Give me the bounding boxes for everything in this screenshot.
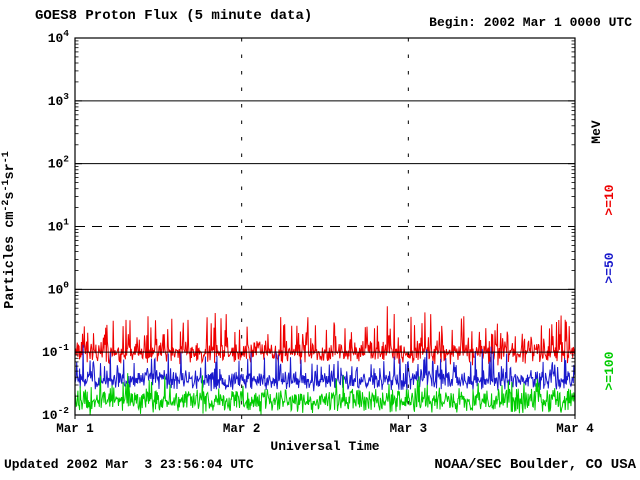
unit-label-mev: MeV — [589, 120, 604, 144]
begin-timestamp: Begin: 2002 Mar 1 0000 UTC — [429, 15, 632, 30]
series-line-2 — [74, 373, 576, 415]
legend-label-1: >=50 — [602, 252, 617, 283]
plot-border — [74, 37, 576, 416]
y-tick-label: 10-2 — [42, 405, 69, 423]
chart-title: GOES8 Proton Flux (5 minute data) — [35, 8, 312, 24]
y-tick-label: 103 — [48, 91, 70, 109]
x-axis-title: Universal Time — [270, 439, 379, 454]
x-tick-label: Mar 2 — [223, 422, 261, 436]
y-tick-label: 10-1 — [42, 342, 69, 360]
y-tick-label: 104 — [48, 28, 70, 46]
legend-label-0: >=10 — [602, 184, 617, 215]
grid-and-axes — [74, 37, 576, 419]
y-axis-title: Particles cm-2s-1sr-1 — [1, 151, 18, 309]
series-group — [74, 306, 576, 415]
source-credit: NOAA/SEC Boulder, CO USA — [434, 457, 636, 473]
updated-timestamp: Updated 2002 Mar 3 23:56:04 UTC — [4, 457, 254, 472]
series-line-0 — [74, 306, 576, 366]
legend-label-2: >=100 — [602, 351, 617, 390]
y-tick-label: 102 — [48, 154, 70, 172]
series-line-1 — [74, 344, 576, 392]
x-tick-label: Mar 3 — [390, 422, 428, 436]
x-tick-label: Mar 1 — [56, 422, 94, 436]
y-tick-label: 101 — [48, 217, 70, 235]
y-tick-label: 100 — [48, 279, 70, 297]
x-tick-label: Mar 4 — [556, 422, 594, 436]
